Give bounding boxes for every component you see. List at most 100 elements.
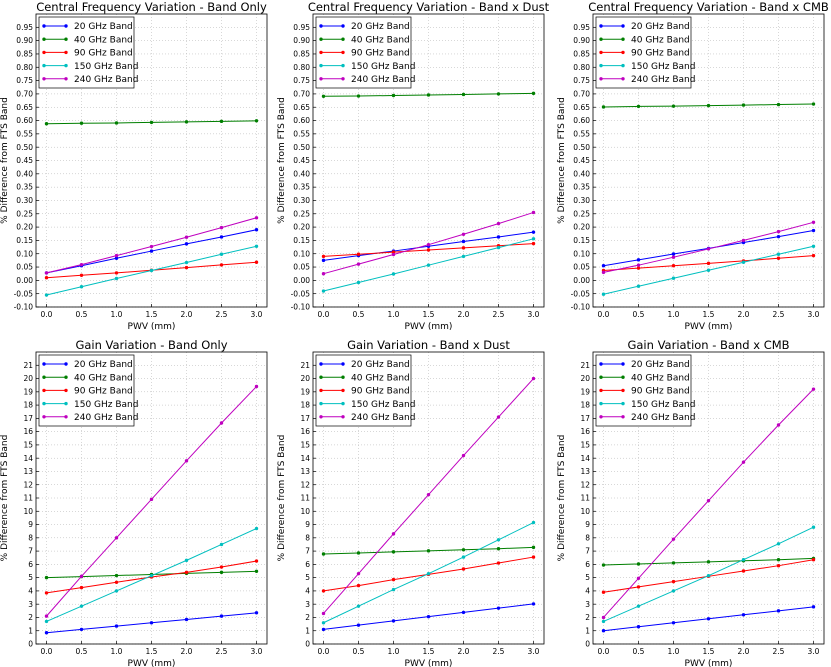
data-point xyxy=(776,252,781,256)
data-point xyxy=(601,615,606,620)
data-point xyxy=(671,104,676,108)
data-point xyxy=(254,119,259,123)
y-tick-label: 18 xyxy=(580,401,590,410)
x-tick-label: 3.0 xyxy=(251,647,263,656)
y-tick-label: 9 xyxy=(28,520,33,529)
legend-marker xyxy=(42,362,46,366)
data-point xyxy=(636,604,641,608)
data-point xyxy=(44,271,49,275)
data-point xyxy=(114,589,119,593)
legend-marker xyxy=(341,37,345,41)
data-point xyxy=(496,606,501,610)
data-point xyxy=(184,120,189,124)
data-point xyxy=(706,617,711,621)
legend-marker xyxy=(621,362,625,366)
data-point xyxy=(601,292,606,296)
y-tick-label: 0.90 xyxy=(293,36,310,45)
data-point xyxy=(671,561,676,565)
data-point xyxy=(44,591,49,595)
data-point xyxy=(811,244,816,248)
x-tick-label: 2.0 xyxy=(181,647,193,656)
data-point xyxy=(149,621,154,625)
legend: 20 GHz Band 40 GHz Band 90 GHz Band 150 GHz… xyxy=(595,354,695,427)
data-point xyxy=(531,230,536,234)
y-tick-label: 0.15 xyxy=(293,236,310,245)
y-tick-label: 0.00 xyxy=(573,276,590,285)
y-tick-label: 0.80 xyxy=(16,63,33,72)
y-tick-label: 5 xyxy=(305,573,310,582)
data-point xyxy=(356,623,361,627)
legend-marker xyxy=(599,77,603,81)
legend-marker xyxy=(319,388,323,393)
data-point xyxy=(114,256,119,260)
data-point xyxy=(601,264,606,268)
y-tick-label: 12 xyxy=(300,480,310,489)
data-point xyxy=(114,573,119,578)
data-point xyxy=(114,580,119,584)
y-tick-label: 10 xyxy=(580,507,590,516)
y-tick-label: 0.85 xyxy=(16,50,33,59)
legend-marker xyxy=(42,37,46,41)
data-point xyxy=(706,498,711,503)
legend-marker xyxy=(341,388,345,393)
y-tick-label: 0.00 xyxy=(16,276,33,285)
y-tick-label: 7 xyxy=(305,547,310,556)
y-axis-label: % Difference from FTS Band xyxy=(277,97,287,224)
data-point xyxy=(184,459,189,463)
legend-marker xyxy=(64,63,68,68)
y-tick-label: -0.05 xyxy=(571,289,591,298)
legend-marker xyxy=(341,24,345,28)
legend-marker xyxy=(599,415,603,419)
data-point xyxy=(184,265,189,270)
data-point xyxy=(149,573,154,578)
legend-marker xyxy=(64,362,68,366)
data-point xyxy=(321,627,326,632)
y-tick-label: 0.70 xyxy=(16,90,33,99)
y-tick-label: 16 xyxy=(580,427,590,436)
x-axis-label: PWV (mm) xyxy=(685,322,733,332)
data-point xyxy=(391,93,396,98)
legend-marker xyxy=(341,50,345,55)
legend: 20 GHz Band 40 GHz Band 90 GHz Band 150 GHz… xyxy=(38,354,138,427)
legend: 20 GHz Band 40 GHz Band 90 GHz Band 150 GHz… xyxy=(38,16,138,89)
y-tick-label: 0.00 xyxy=(293,276,310,285)
data-point xyxy=(426,248,431,252)
legend-marker xyxy=(621,375,625,379)
data-point xyxy=(321,621,326,625)
y-tick-label: 19 xyxy=(23,387,33,396)
legend-marker xyxy=(64,375,68,379)
x-tick-label: 0.0 xyxy=(318,310,330,319)
data-point xyxy=(461,246,466,250)
data-point xyxy=(44,619,49,624)
legend-marker xyxy=(341,401,345,406)
data-point xyxy=(811,102,816,106)
y-tick-label: 0.05 xyxy=(293,263,310,272)
x-axis-label: PWV (mm) xyxy=(405,322,453,332)
data-point xyxy=(531,545,536,550)
y-tick-label: 9 xyxy=(305,520,310,529)
data-point xyxy=(219,614,224,618)
data-point xyxy=(254,526,259,531)
y-tick-label: 4 xyxy=(28,587,33,596)
data-point xyxy=(426,614,431,619)
data-point xyxy=(776,542,781,546)
legend-entry: 20 GHz Band xyxy=(351,22,410,32)
chart-panel-1: -0.10 -0.05 0.00 0.05 0.10 0.15 0.20 0.25 0.30 0.… xyxy=(0,0,268,332)
y-tick-label: 0.65 xyxy=(293,103,310,112)
data-point xyxy=(79,627,84,632)
data-point xyxy=(741,260,746,264)
legend-marker xyxy=(64,415,68,419)
data-point xyxy=(601,105,606,109)
y-tick-label: 0.45 xyxy=(573,156,590,165)
y-tick-label: 0.15 xyxy=(16,236,33,245)
x-tick-label: 2.0 xyxy=(738,647,750,656)
legend-entry: 150 GHz Band xyxy=(631,400,695,410)
data-point xyxy=(741,569,746,573)
data-point xyxy=(184,617,189,622)
data-point xyxy=(184,235,189,239)
x-tick-label: 1.5 xyxy=(703,310,715,319)
y-tick-label: 10 xyxy=(23,507,33,516)
data-point xyxy=(461,92,466,97)
x-tick-label: 1.0 xyxy=(668,647,680,656)
